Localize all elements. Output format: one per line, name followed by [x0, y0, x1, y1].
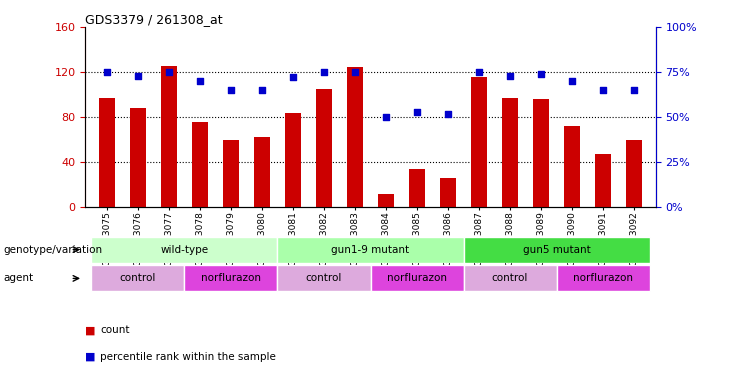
- Point: [597, 87, 609, 93]
- Bar: [626, 140, 642, 207]
- Point: [194, 78, 206, 84]
- Bar: [409, 169, 425, 207]
- Bar: [277, 237, 464, 263]
- Text: control: control: [492, 273, 528, 283]
- Bar: [91, 265, 185, 291]
- Point: [132, 73, 144, 79]
- Text: gun1-9 mutant: gun1-9 mutant: [331, 245, 410, 255]
- Bar: [464, 265, 556, 291]
- Text: count: count: [100, 325, 130, 335]
- Bar: [440, 178, 456, 207]
- Text: control: control: [306, 273, 342, 283]
- Bar: [534, 99, 549, 207]
- Bar: [348, 68, 363, 207]
- Bar: [91, 237, 277, 263]
- Bar: [502, 98, 518, 207]
- Bar: [192, 122, 207, 207]
- Bar: [565, 126, 579, 207]
- Point: [442, 111, 454, 117]
- Bar: [223, 140, 239, 207]
- Bar: [99, 98, 115, 207]
- Bar: [254, 137, 270, 207]
- Point: [380, 114, 392, 120]
- Point: [566, 78, 578, 84]
- Text: ■: ■: [85, 352, 96, 362]
- Text: norflurazon: norflurazon: [387, 273, 447, 283]
- Text: genotype/variation: genotype/variation: [4, 245, 103, 255]
- Bar: [378, 194, 393, 207]
- Bar: [285, 113, 301, 207]
- Bar: [277, 265, 370, 291]
- Point: [628, 87, 640, 93]
- Text: ■: ■: [85, 325, 96, 335]
- Bar: [185, 265, 277, 291]
- Point: [349, 69, 361, 75]
- Point: [473, 69, 485, 75]
- Bar: [370, 265, 464, 291]
- Bar: [130, 108, 146, 207]
- Point: [163, 69, 175, 75]
- Text: norflurazon: norflurazon: [201, 273, 261, 283]
- Bar: [316, 89, 332, 207]
- Bar: [595, 154, 611, 207]
- Point: [504, 73, 516, 79]
- Text: percentile rank within the sample: percentile rank within the sample: [100, 352, 276, 362]
- Point: [256, 87, 268, 93]
- Point: [318, 69, 330, 75]
- Text: agent: agent: [4, 273, 34, 283]
- Text: gun5 mutant: gun5 mutant: [522, 245, 591, 255]
- Text: control: control: [120, 273, 156, 283]
- Text: norflurazon: norflurazon: [573, 273, 633, 283]
- Bar: [556, 265, 650, 291]
- Bar: [162, 66, 176, 207]
- Point: [287, 74, 299, 81]
- Text: GDS3379 / 261308_at: GDS3379 / 261308_at: [85, 13, 223, 26]
- Bar: [471, 76, 487, 207]
- Bar: [464, 237, 650, 263]
- Text: wild-type: wild-type: [160, 245, 208, 255]
- Point: [535, 71, 547, 77]
- Point: [411, 109, 423, 115]
- Point: [101, 69, 113, 75]
- Point: [225, 87, 237, 93]
